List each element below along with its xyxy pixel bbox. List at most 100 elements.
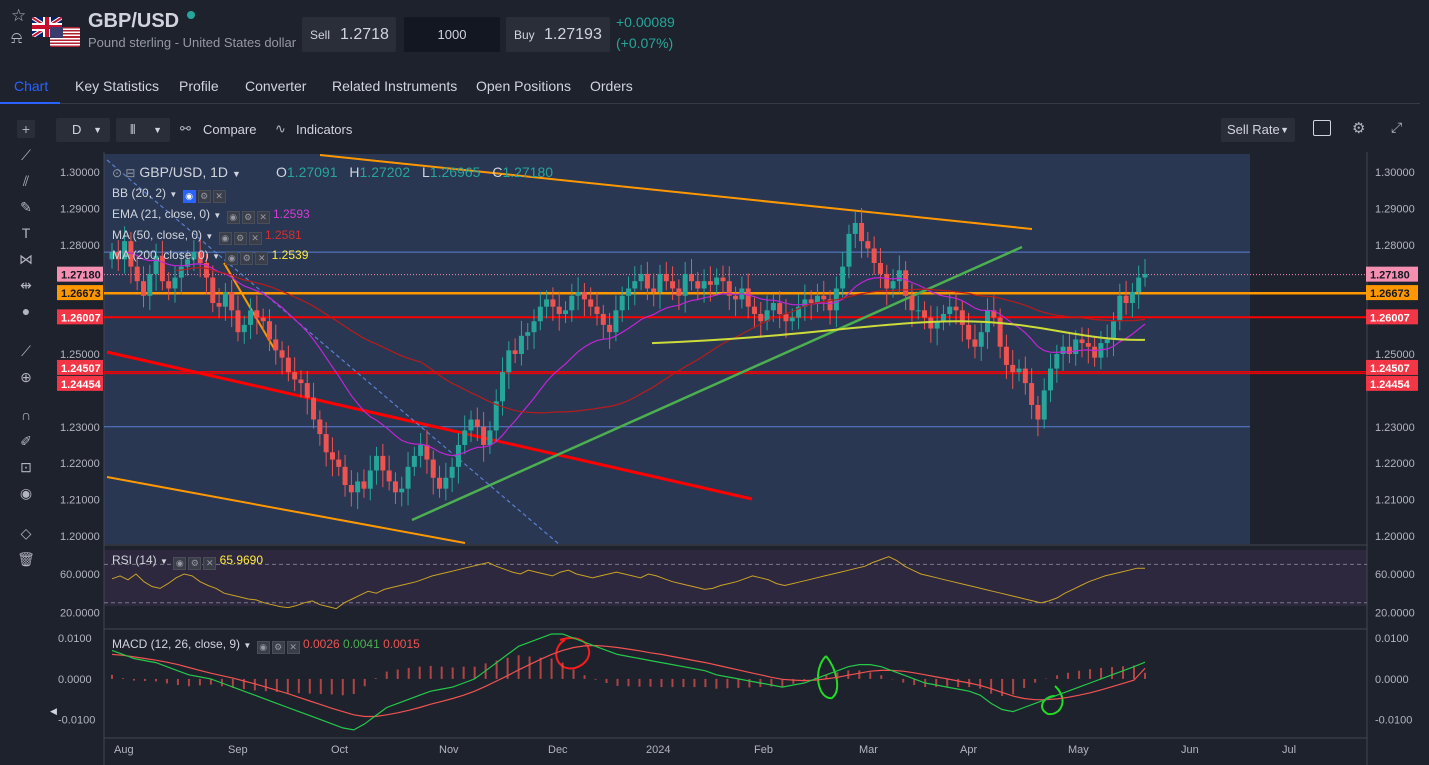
visibility-icon[interactable]: ◉ [182,190,196,203]
indicators-icon[interactable]: ∿ [275,121,286,136]
settings-icon[interactable]: ⚙ [271,641,285,654]
interval-select[interactable]: D ▼ [56,118,110,142]
remove-icon[interactable]: ✕ [256,211,270,224]
bb-legend[interactable]: BB (20, 2) ▼ ◉ ⚙ ✕ [112,186,226,203]
time-tick-label: Aug [114,744,134,756]
ma50-line [174,266,1146,414]
chevron-down-icon[interactable]: ▼ [213,211,222,220]
chart-type-select[interactable]: ⫴ ▼ [116,118,170,142]
lock-drawing-icon[interactable]: ✐ [20,433,32,449]
visibility-icon[interactable]: ◉ [256,641,270,654]
brush-icon[interactable]: ✎ [20,199,32,215]
remove-icon[interactable]: ✕ [212,190,226,203]
time-tick-label: Feb [754,744,773,756]
ruler-icon[interactable]: ⟋ [21,343,31,359]
price-type-select[interactable]: Sell Rate ▼ [1221,118,1295,142]
visibility-icon[interactable]: ◉ [218,232,232,245]
price-tick-label-left: 1.29000 [60,203,100,215]
price-tick-label-right: 1.28000 [1375,240,1415,252]
macd-legend[interactable]: MACD (12, 26, close, 9) ▼ ◉ ⚙ ✕ 0.0026 0.0… [112,637,420,654]
help-icon[interactable]: ● [21,303,31,319]
compare-button[interactable]: Compare [203,122,257,137]
candlestick-series [109,208,1148,510]
crosshair-icon[interactable]: + [17,120,35,138]
price-label-text: 1.24507 [1370,363,1410,375]
chevron-down-icon[interactable]: ▼ [212,252,220,261]
settings-icon[interactable]: ⚙ [197,190,211,203]
text-tool-icon[interactable]: T [21,225,31,241]
alert-bell-icon[interactable]: ⍾ [11,28,23,47]
instrument-header: ☆ ⍾ GBP/USD Pound sterling - United Stat… [0,0,1429,68]
candle-body [266,321,272,340]
remove-icon[interactable]: ✕ [286,641,300,654]
chevron-down-icon[interactable]: ▼ [231,169,241,179]
candle-body [959,310,965,325]
rsi-tick-label-right: 60.0000 [1375,569,1415,581]
pattern-icon[interactable]: ⋈ [19,251,33,267]
prediction-icon[interactable]: ⇹ [20,277,32,293]
tab-orders[interactable]: Orders [590,78,633,94]
fullscreen-box-icon[interactable] [1313,120,1331,136]
layers-icon[interactable]: ◇ [20,525,32,541]
candle-body [392,481,398,493]
collapse-arrow-icon[interactable]: ◀ [50,706,57,716]
price-label-right [1366,375,1418,391]
candle-body [361,481,367,489]
collapse-icon[interactable]: ⊙ ⊟ [112,166,136,180]
trash-icon[interactable]: 🗑 [17,551,35,567]
candle-body [1029,383,1035,405]
ema-line [124,251,1146,457]
candle-body [411,455,417,467]
indicators-button[interactable]: Indicators [296,122,353,137]
tab-converter[interactable]: Converter [245,78,307,94]
chevron-down-icon[interactable]: ▼ [205,232,214,241]
settings-icon[interactable]: ⚙ [241,211,255,224]
tab-key-statistics[interactable]: Key Statistics [75,78,160,94]
price-tick-label-left: 1.22000 [60,458,100,470]
tab-open-positions[interactable]: Open Positions [476,78,571,94]
compare-icon[interactable]: ⚯ [180,121,191,136]
expand-icon[interactable]: ⤢ [1391,119,1403,135]
buy-button[interactable]: Buy 1.27193 [506,17,610,52]
lock-icon[interactable]: ⊡ [20,459,32,475]
tab-chart[interactable]: Chart [14,78,49,94]
time-tick-label: Oct [331,744,348,756]
macd-signal-value: 0.0015 [383,637,420,651]
visibility-icon[interactable]: ◉ [226,211,240,224]
candle-body [254,310,260,318]
macd-tick-label-right: 0.0000 [1375,674,1409,686]
chevron-down-icon[interactable]: ▼ [160,557,168,566]
settings-icon[interactable]: ⚙ [240,252,254,265]
settings-gear-icon[interactable]: ⚙ [1352,120,1366,137]
star-icon[interactable]: ☆ [11,6,27,25]
buy-label: Buy [514,28,535,42]
eye-icon[interactable]: ◉ [19,485,33,501]
tab-related-instruments[interactable]: Related Instruments [332,78,458,94]
settings-icon[interactable]: ⚙ [233,232,247,245]
magnet-icon[interactable]: ∩ [20,407,32,423]
chevron-down-icon[interactable]: ▼ [243,641,252,650]
remove-icon[interactable]: ✕ [255,252,269,265]
tab-profile[interactable]: Profile [179,78,219,94]
us-flag-icon [50,27,80,47]
ema-legend[interactable]: EMA (21, close, 0) ▼ ◉ ⚙ ✕ 1.2593 [112,207,310,224]
sell-button[interactable]: Sell 1.2718 [302,17,396,52]
remove-icon[interactable]: ✕ [203,557,217,570]
candle-body [512,350,518,354]
ma200-legend[interactable]: MA (200, close, 0) ▼ ◉ ⚙ ✕ 1.2539 [112,248,308,265]
candle-body [581,292,587,300]
trend-line-icon[interactable]: ⟋ [21,147,31,163]
settings-icon[interactable]: ⚙ [188,557,202,570]
candle-body [556,306,562,314]
rsi-legend[interactable]: RSI (14) ▼ ◉ ⚙ ✕ 65.9690 [112,553,263,570]
quantity-input[interactable]: 1000 [404,17,500,52]
visibility-icon[interactable]: ◉ [173,557,187,570]
fib-retracement-icon[interactable]: ⫽ [22,173,30,189]
series-legend[interactable]: ⊙ ⊟ GBP/USD, 1D ▼ [112,164,241,180]
chevron-down-icon[interactable]: ▼ [169,190,178,199]
zoom-in-icon[interactable]: ⊕ [20,369,32,385]
remove-icon[interactable]: ✕ [248,232,262,245]
ma50-legend[interactable]: MA (50, close, 0) ▼ ◉ ⚙ ✕ 1.2581 [112,228,302,245]
visibility-icon[interactable]: ◉ [225,252,239,265]
